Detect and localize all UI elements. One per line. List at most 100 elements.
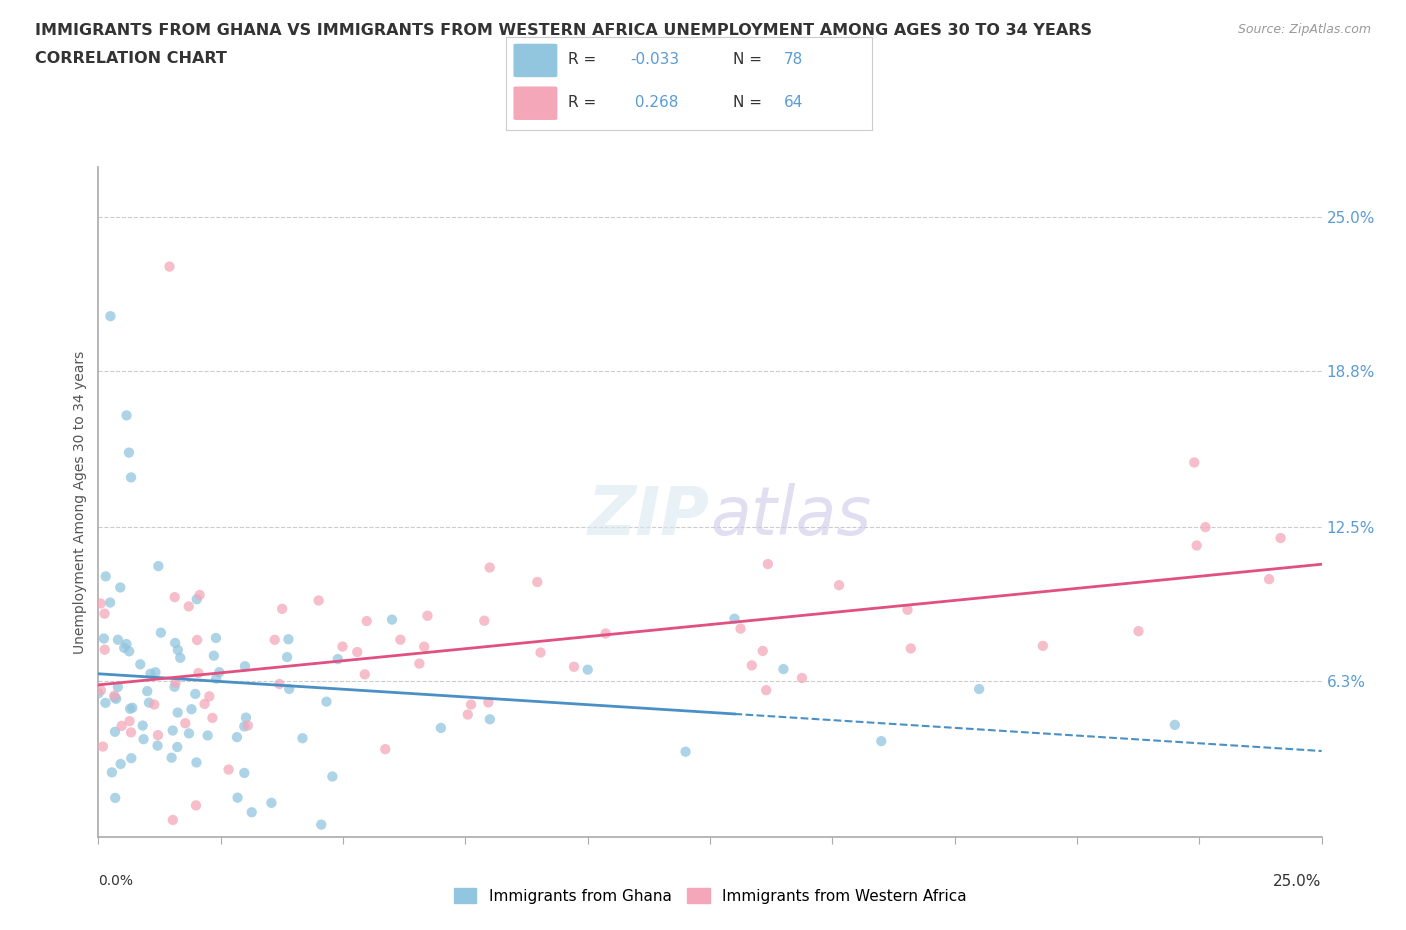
Point: [236, 718, 259, 733]
Y-axis label: Unemployment Among Ages 30 to 34 years: Unemployment Among Ages 30 to 34 years: [73, 351, 87, 654]
Point: [163, 590, 186, 604]
Point: [166, 643, 188, 658]
Point: [149, 625, 172, 640]
Point: [188, 588, 211, 603]
Point: [146, 727, 169, 742]
Point: [163, 679, 186, 694]
Point: [309, 817, 332, 832]
Text: N =: N =: [733, 95, 762, 110]
Text: atlas: atlas: [710, 483, 872, 549]
Point: [131, 718, 153, 733]
Text: R =: R =: [568, 52, 596, 67]
Point: [165, 675, 187, 690]
Point: [1185, 538, 1208, 553]
Point: [143, 698, 166, 712]
Point: [136, 684, 159, 698]
Point: [90, 683, 112, 698]
Point: [356, 614, 378, 629]
Point: [205, 631, 228, 645]
Point: [529, 645, 551, 660]
Point: [1182, 455, 1205, 470]
Point: [107, 632, 129, 647]
Point: [374, 742, 396, 757]
Point: [165, 635, 187, 650]
Point: [595, 626, 617, 641]
Point: [104, 724, 127, 739]
Point: [187, 666, 209, 681]
Point: [90, 596, 112, 611]
Point: [276, 650, 298, 665]
Point: [576, 662, 599, 677]
Point: [120, 470, 142, 485]
Point: [118, 713, 141, 728]
Legend: Immigrants from Ghana, Immigrants from Western Africa: Immigrants from Ghana, Immigrants from W…: [447, 882, 973, 910]
Point: [148, 559, 170, 574]
Point: [233, 658, 256, 673]
Point: [132, 732, 155, 747]
Point: [110, 580, 132, 595]
Point: [174, 716, 197, 731]
Point: [477, 695, 499, 710]
Point: [526, 575, 548, 590]
Point: [675, 744, 697, 759]
Point: [472, 613, 495, 628]
Text: -0.033: -0.033: [630, 52, 679, 67]
Point: [121, 700, 143, 715]
Point: [166, 739, 188, 754]
Point: [756, 557, 779, 572]
Point: [166, 705, 188, 720]
Point: [202, 648, 225, 663]
Point: [240, 804, 263, 819]
Point: [93, 643, 115, 658]
Point: [177, 726, 200, 741]
Point: [98, 595, 121, 610]
Point: [198, 689, 221, 704]
Point: [413, 639, 436, 654]
Point: [772, 661, 794, 676]
Point: [315, 694, 337, 709]
Point: [104, 790, 127, 805]
Point: [346, 644, 368, 659]
Point: [107, 680, 129, 695]
Point: [120, 701, 142, 716]
Text: Source: ZipAtlas.com: Source: ZipAtlas.com: [1237, 23, 1371, 36]
Point: [381, 612, 404, 627]
Point: [159, 259, 181, 274]
Point: [115, 637, 138, 652]
Text: IMMIGRANTS FROM GHANA VS IMMIGRANTS FROM WESTERN AFRICA UNEMPLOYMENT AMONG AGES : IMMIGRANTS FROM GHANA VS IMMIGRANTS FROM…: [35, 23, 1092, 38]
Point: [233, 765, 256, 780]
Point: [478, 560, 501, 575]
Point: [180, 702, 202, 717]
Point: [326, 652, 349, 667]
Point: [103, 690, 125, 705]
Point: [129, 657, 152, 671]
Point: [741, 658, 763, 672]
Point: [828, 578, 851, 592]
Point: [562, 659, 585, 674]
Text: ZIP: ZIP: [588, 483, 710, 549]
Point: [235, 711, 257, 725]
Point: [110, 756, 132, 771]
Point: [118, 445, 141, 460]
Point: [321, 769, 343, 784]
Point: [177, 599, 200, 614]
Point: [118, 644, 141, 658]
Point: [205, 671, 228, 686]
Point: [332, 639, 354, 654]
Point: [1194, 520, 1216, 535]
Text: R =: R =: [568, 95, 596, 110]
Point: [186, 632, 208, 647]
Point: [101, 765, 124, 780]
Point: [1270, 531, 1292, 546]
Point: [208, 665, 231, 680]
Text: 78: 78: [785, 52, 803, 67]
Point: [389, 632, 412, 647]
Point: [896, 603, 918, 618]
Point: [186, 591, 208, 606]
Point: [226, 790, 249, 805]
Point: [93, 606, 115, 621]
Point: [1032, 639, 1054, 654]
Point: [730, 621, 752, 636]
Point: [160, 751, 183, 765]
Point: [111, 719, 134, 734]
